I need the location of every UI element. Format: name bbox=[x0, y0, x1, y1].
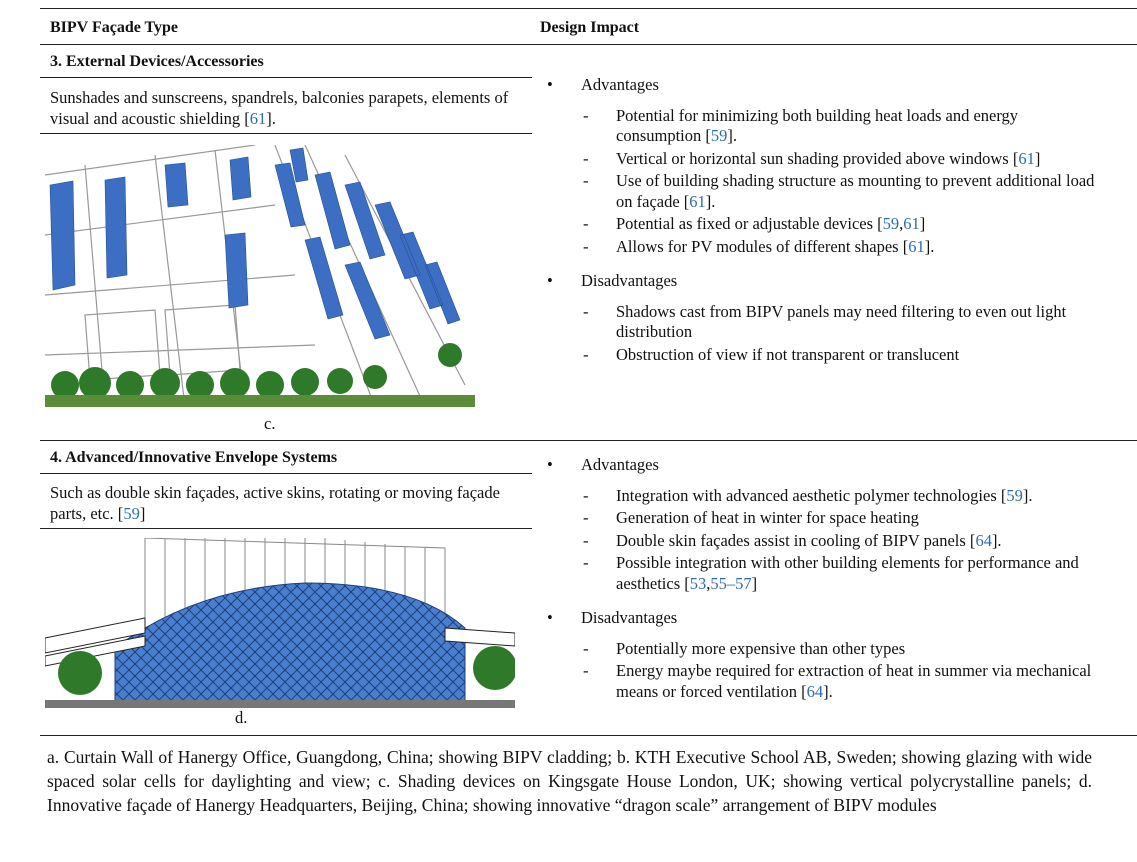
description: Sunshades and sunscreens, spandrels, bal… bbox=[50, 88, 530, 129]
impact-group: Advantages Integration with advanced aest… bbox=[545, 455, 1105, 594]
citation[interactable]: 61 bbox=[908, 236, 925, 256]
text-run: ]. bbox=[1022, 485, 1033, 505]
rule bbox=[40, 473, 532, 474]
citation[interactable]: 59 bbox=[882, 214, 900, 233]
rule bbox=[40, 77, 532, 78]
text-run: , bbox=[899, 214, 904, 233]
list-item: Potential for minimizing both building h… bbox=[545, 106, 1105, 147]
text-run: ] bbox=[919, 214, 926, 233]
text-run: Such as double skin façades, active skin… bbox=[50, 483, 500, 523]
section-title: 4. Advanced/Innovative Envelope Systems bbox=[50, 449, 338, 466]
design-impact: Advantages Potential for minimizing both … bbox=[545, 75, 1105, 379]
list-item: Energy maybe required for extraction of … bbox=[545, 661, 1105, 702]
list-item: Potentially more expensive than other ty… bbox=[545, 639, 1105, 660]
text-run: Possible integration with other building… bbox=[616, 553, 1079, 593]
citation[interactable]: 61 bbox=[689, 191, 706, 211]
list-item: Integration with advanced aesthetic poly… bbox=[545, 486, 1105, 507]
text-run: ] bbox=[1034, 148, 1041, 168]
caption: a. Curtain Wall of Hanergy Office, Guang… bbox=[47, 747, 1092, 815]
text-run: , bbox=[706, 573, 711, 593]
rule bbox=[40, 528, 532, 529]
group-heading: Advantages bbox=[545, 455, 1105, 476]
list-item: Vertical or horizontal sun shading provi… bbox=[545, 149, 1105, 170]
group-heading: Disadvantages bbox=[545, 271, 1105, 292]
citation[interactable]: 59 bbox=[123, 503, 140, 523]
citation[interactable]: 64 bbox=[806, 681, 824, 701]
text-run: Obstruction of view if not transparent o… bbox=[616, 344, 960, 364]
list-item: Use of building shading structure as mou… bbox=[545, 171, 1105, 212]
section-title: 3. External Devices/Accessories bbox=[50, 53, 264, 70]
list-item: Possible integration with other building… bbox=[545, 553, 1105, 594]
citation[interactable]: 61 bbox=[249, 108, 267, 128]
col-header: BIPV Façade Type bbox=[50, 19, 179, 36]
citation[interactable]: 61 bbox=[903, 214, 920, 233]
rule bbox=[40, 8, 1137, 9]
list-item: Shadows cast from BIPV panels may need f… bbox=[545, 302, 1105, 343]
rule bbox=[40, 440, 1137, 441]
rule bbox=[40, 133, 532, 134]
col-header: Design Impact bbox=[540, 19, 640, 36]
text-run: Sunshades and sunscreens, spandrels, bal… bbox=[50, 88, 509, 128]
citation[interactable]: 53 bbox=[689, 573, 707, 593]
group-heading: Advantages bbox=[545, 75, 1105, 96]
impact-group: Disadvantages Potentially more expensive … bbox=[545, 608, 1105, 702]
text-run: Energy maybe required for extraction of … bbox=[616, 661, 1092, 701]
design-impact: Advantages Integration with advanced aest… bbox=[545, 455, 1105, 716]
text-run: ]. bbox=[991, 530, 1002, 550]
text-run: Integration with advanced aesthetic poly… bbox=[616, 485, 1007, 505]
list-item: Potential as fixed or adjustable devices… bbox=[545, 214, 1105, 235]
text-run: ]. bbox=[727, 126, 737, 145]
text-run: Generation of heat in winter for space h… bbox=[616, 508, 919, 527]
group-heading: Disadvantages bbox=[545, 608, 1105, 629]
text-run: Use of building shading structure as mou… bbox=[616, 171, 1095, 211]
citation[interactable]: 64 bbox=[975, 530, 992, 550]
description: Such as double skin façades, active skin… bbox=[50, 483, 530, 524]
list-item: Obstruction of view if not transparent o… bbox=[545, 345, 1105, 366]
figure-c bbox=[45, 145, 475, 407]
impact-group: Advantages Potential for minimizing both … bbox=[545, 75, 1105, 257]
text-run: Double skin façades assist in cooling of… bbox=[616, 530, 976, 550]
figure-label: c. bbox=[264, 414, 276, 433]
rule bbox=[40, 735, 1137, 736]
list-item: Double skin façades assist in cooling of… bbox=[545, 531, 1105, 552]
list-item: Allows for PV modules of different shape… bbox=[545, 237, 1105, 258]
text-run: ]. bbox=[823, 681, 833, 701]
text-run: ] bbox=[139, 503, 146, 523]
citation[interactable]: 59 bbox=[1006, 485, 1023, 505]
figure-d bbox=[45, 538, 515, 708]
text-run: ] bbox=[751, 573, 758, 593]
citation[interactable]: 59 bbox=[710, 126, 728, 145]
text-run: Potentially more expensive than other ty… bbox=[616, 638, 906, 658]
text-run: Potential for minimizing both building h… bbox=[616, 105, 1019, 146]
text-run: Shadows cast from BIPV panels may need f… bbox=[616, 301, 1067, 342]
text-run: ]. bbox=[924, 236, 935, 256]
figure-label: d. bbox=[235, 708, 248, 727]
impact-group: Disadvantages Shadows cast from BIPV pane… bbox=[545, 271, 1105, 365]
rule bbox=[40, 44, 1137, 45]
text-run: Potential as fixed or adjustable devices… bbox=[616, 214, 883, 233]
text-run: ]. bbox=[266, 108, 276, 128]
citation[interactable]: 61 bbox=[1018, 148, 1035, 168]
list-item: Generation of heat in winter for space h… bbox=[545, 508, 1105, 529]
text-run: Allows for PV modules of different shape… bbox=[616, 236, 909, 256]
text-run: Vertical or horizontal sun shading provi… bbox=[616, 148, 1019, 168]
text-run: ]. bbox=[705, 191, 716, 211]
citation[interactable]: 55–57 bbox=[710, 573, 752, 593]
